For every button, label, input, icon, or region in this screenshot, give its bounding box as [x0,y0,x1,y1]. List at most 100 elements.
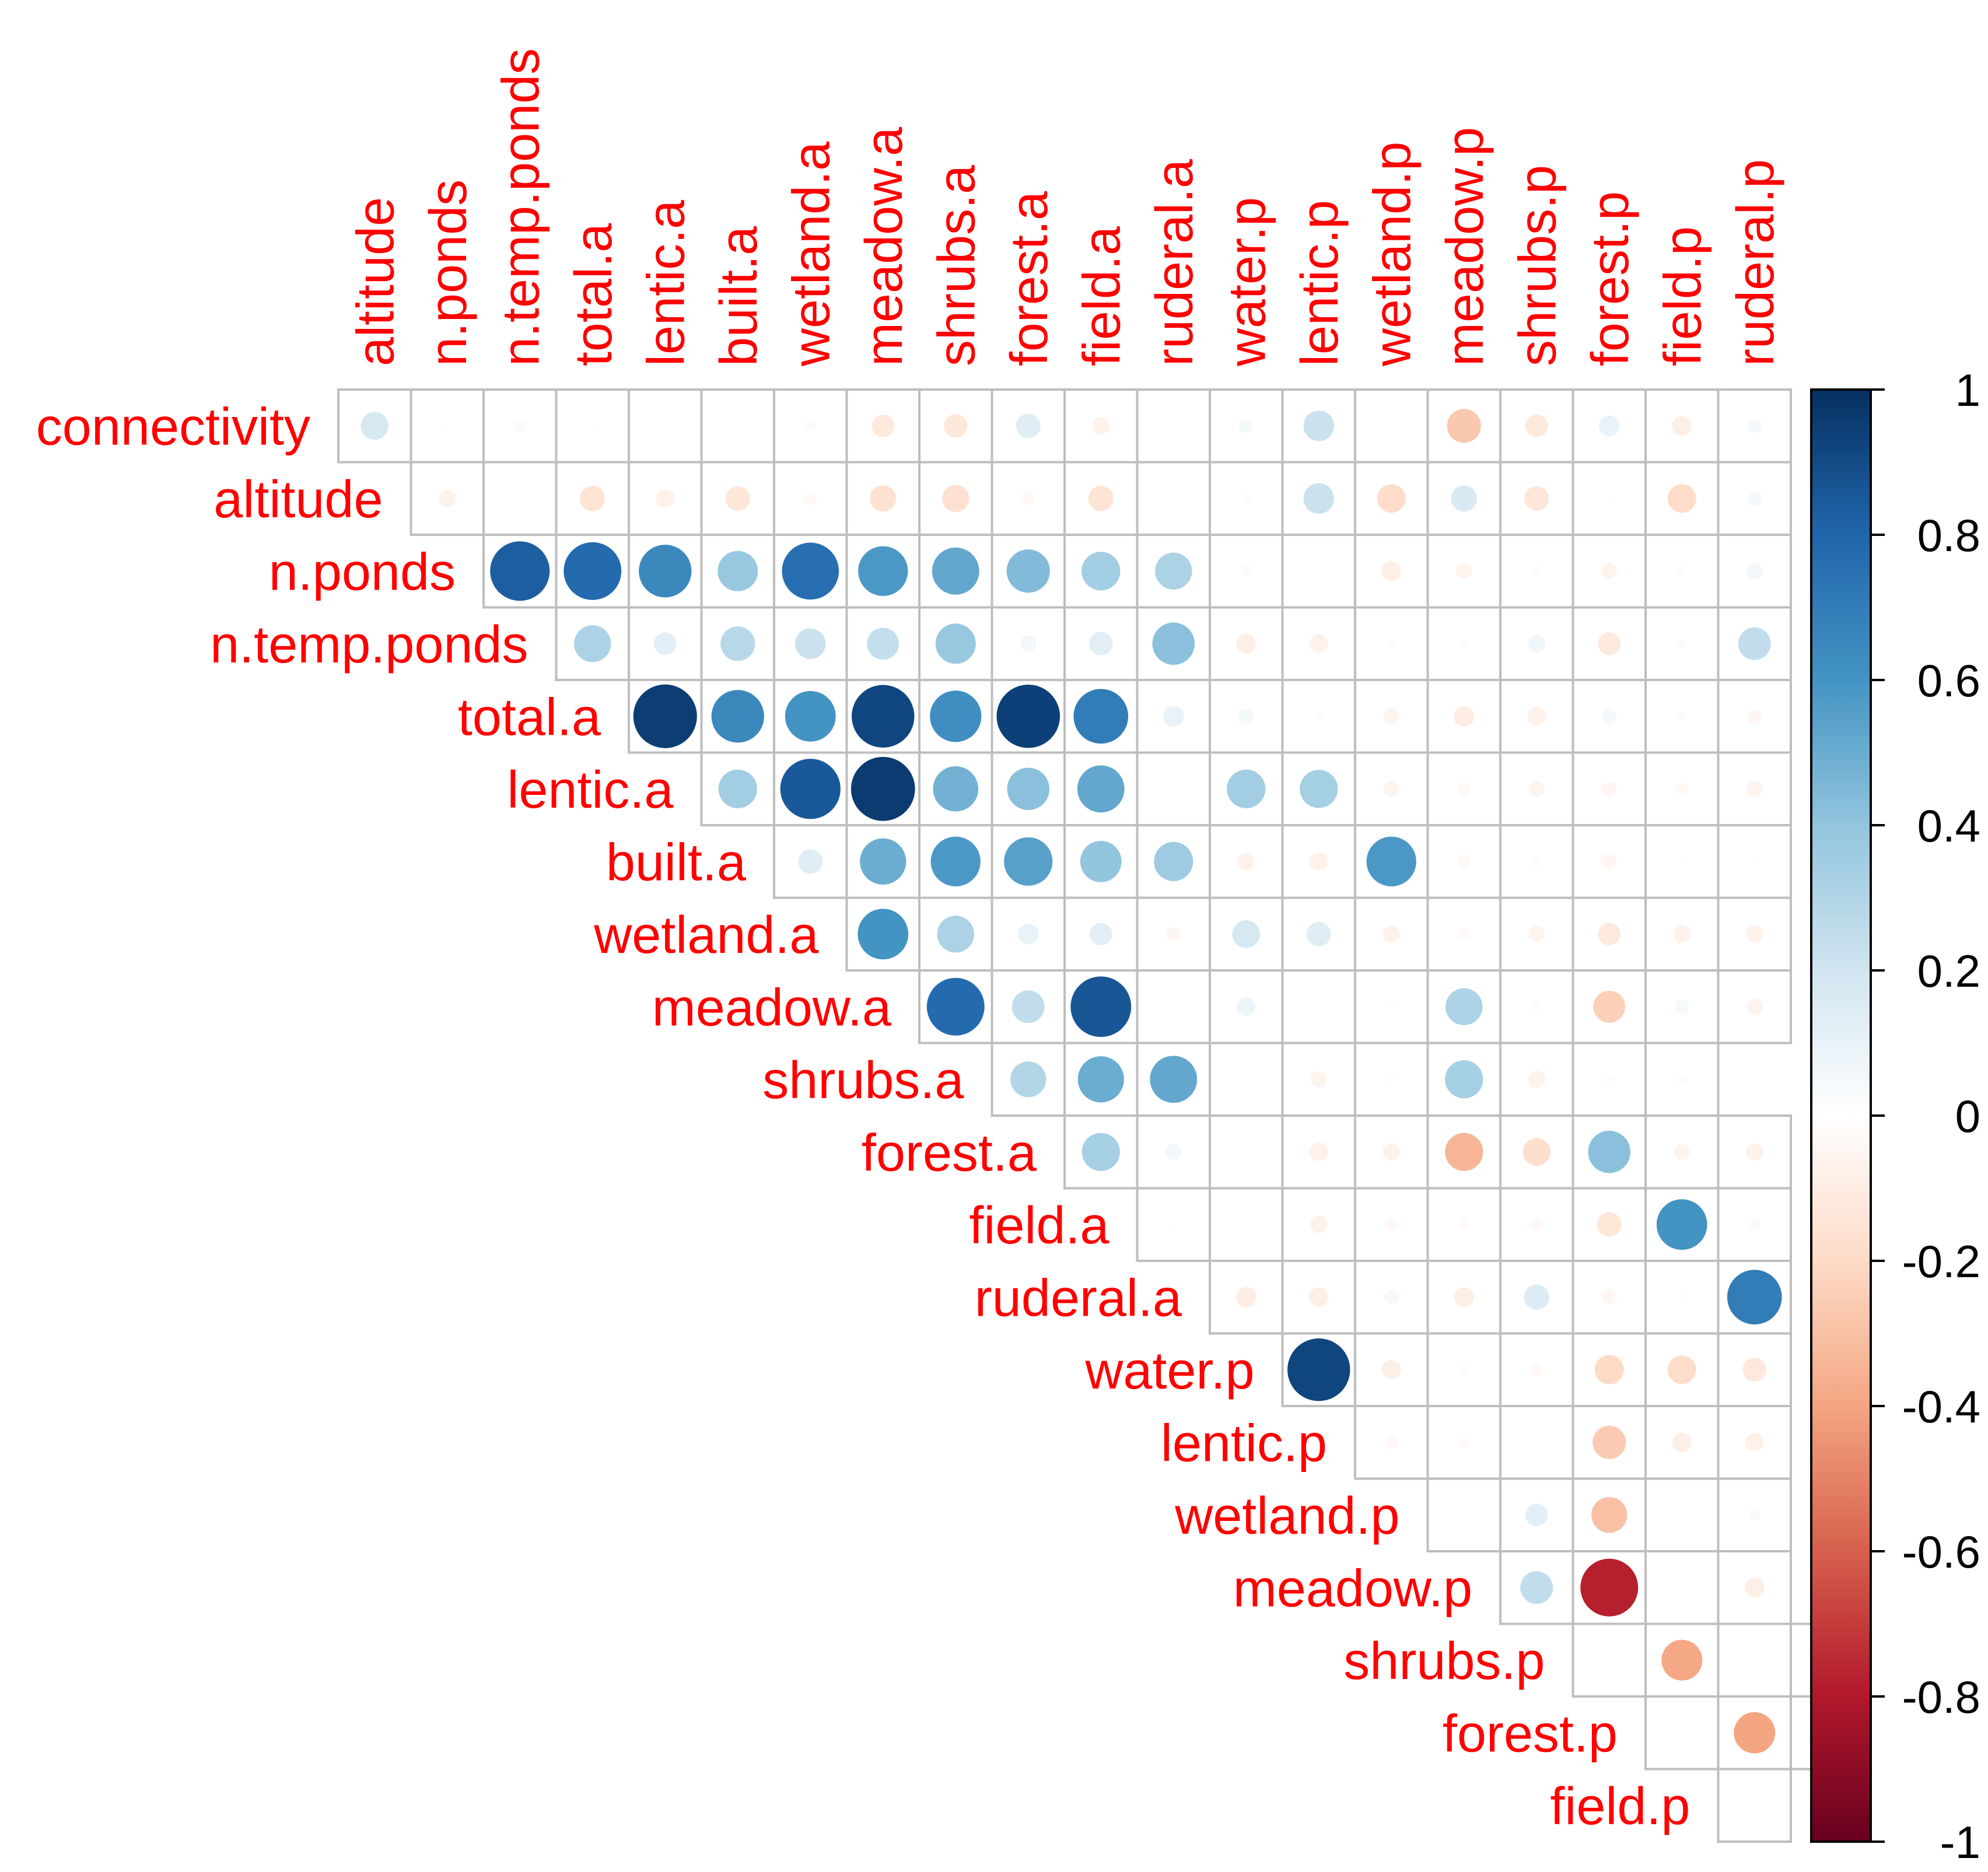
corr-circle-wetland.a-wetland.p [1382,925,1401,943]
row-label: wetland.p [1174,1487,1399,1545]
corr-circle-n.temp.ponds-lentic.a [653,632,677,655]
corr-circle-connectivity-water.p [1238,418,1254,433]
corr-circle-wetland.p-forest.p [1591,1497,1628,1533]
corr-circle-total.a-field.a [1073,689,1129,744]
corr-circle-wetland.a-shrubs.p [1528,926,1545,942]
corr-circle-built.a-shrubs.a [930,836,981,886]
corr-circle-n.ponds-meadow.p [1456,563,1472,579]
column-label: meadow.a [855,127,914,366]
corr-circle-lentic.a-wetland.p [1383,781,1399,797]
corr-circle-connectivity-field.a [1092,417,1110,435]
corr-circle-total.a-forest.a [996,684,1060,748]
corr-circle-n.ponds-shrubs.a [932,547,979,595]
corr-circle-ruderal.a-water.p [1236,1286,1256,1307]
corr-circle-lentic.p-meadow.p [1458,1436,1470,1448]
corr-circle-field.a-field.p [1656,1199,1707,1250]
cell-forest.p-field.p [1644,1695,1720,1771]
corr-circle-water.p-ruderal.p [1742,1358,1766,1382]
corr-circle-n.temp.ponds-ruderal.p [1738,627,1771,660]
corr-circle-n.ponds-water.p [1240,565,1252,577]
corr-circle-forest.a-ruderal.p [1745,1143,1763,1161]
corr-circle-shrubs.a-field.p [1677,1074,1687,1084]
corr-circle-n.temp.ponds-field.a [1089,632,1113,655]
corr-circle-lentic.p-wetland.p [1385,1436,1398,1449]
column-label: total.a [565,223,623,366]
corr-circle-altitude-forest.p [1606,495,1613,502]
corr-circle-total.a-lentic.a [633,684,697,748]
corr-circle-shrubs.a-forest.a [1010,1061,1046,1098]
corr-circle-meadow.p-shrubs.p [1520,1571,1553,1604]
corr-circle-connectivity-forest.a [1016,413,1041,439]
corr-circle-connectivity-shrubs.a [944,414,968,438]
row-label: total.a [458,688,601,746]
corr-circle-lentic.p-field.p [1672,1432,1692,1453]
corr-circle-field.a-forest.p [1597,1212,1622,1237]
corr-circle-built.a-field.p [1678,858,1685,865]
colorbar-tick-label: -0.2 [1902,1236,1980,1287]
corr-circle-shrubs.a-wetland.p [1388,1076,1395,1083]
corr-circle-shrubs.a-ruderal.a [1150,1056,1198,1103]
corr-circle-shrubs.a-lentic.p [1311,1071,1327,1088]
grid [337,388,1865,1843]
cell-lentic.p-shrubs.p [1499,1405,1574,1480]
column-labels: altitude n.ponds n.temp.ponds total.a lentic… [346,48,1785,367]
corr-circle-n.ponds-ruderal.p [1746,563,1763,579]
corr-circle-connectivity-shrubs.p [1525,414,1548,437]
column-label: altitude [346,197,405,366]
corr-circle-n.temp.ponds-shrubs.p [1528,634,1546,653]
cell-field.p-ruderal.p [1717,1768,1792,1843]
cell-connectivity-forest.p [1572,388,1647,464]
corr-circle-wetland.a-lentic.p [1306,921,1331,946]
cell-meadow.a-lentic.p [1281,969,1356,1044]
row-label: field.a [969,1197,1110,1255]
corr-circle-shrubs.a-meadow.p [1445,1060,1483,1099]
corr-circle-built.a-wetland.a [798,849,823,874]
corr-circle-meadow.a-shrubs.a [926,977,985,1036]
correlation-circles [360,409,1840,1754]
corr-circle-meadow.a-shrubs.p [1532,1002,1542,1012]
colorbar-tick-label: -0.6 [1902,1526,1980,1577]
corr-circle-field.a-wetland.p [1385,1218,1398,1231]
column-label: wetland.p [1363,142,1422,367]
corr-circle-wetland.p-shrubs.p [1525,1503,1548,1527]
corr-circle-lentic.a-wetland.a [780,759,841,819]
corr-circle-built.a-field.a [1080,840,1122,882]
corr-circle-meadow.a-forest.a [1012,990,1045,1023]
corr-circle-built.a-meadow.a [860,838,907,885]
corr-circle-wetland.a-shrubs.a [937,916,974,953]
corr-circle-n.temp.ponds-shrubs.a [935,623,976,664]
corr-circle-total.a-water.p [1238,709,1254,724]
corr-circle-altitude-field.a [1088,486,1114,511]
corr-circle-n.ponds-forest.a [1006,549,1050,593]
row-label: n.temp.ponds [210,616,528,674]
corr-circle-ruderal.a-field.p [1678,1293,1685,1300]
corr-circle-built.a-forest.p [1602,854,1617,869]
column-label: lentic.p [1291,200,1349,366]
corr-circle-total.a-shrubs.p [1527,707,1546,726]
corr-circle-lentic.p-forest.p [1592,1425,1626,1459]
corr-circle-n.temp.ponds-forest.a [1020,636,1037,652]
cell-shrubs.p-ruderal.p [1717,1622,1792,1698]
corr-circle-altitude-lentic.p [1303,483,1335,514]
cell-wetland.p-meadow.p [1426,1477,1502,1552]
corr-circle-wetland.a-field.a [1089,923,1112,946]
corr-circle-forest.a-meadow.p [1445,1133,1483,1171]
corr-circle-n.ponds-shrubs.p [1532,566,1542,576]
colorbar-tick-label: -1 [1940,1817,1980,1868]
corr-circle-meadow.a-field.a [1070,976,1132,1037]
corr-circle-lentic.a-forest.p [1602,781,1617,797]
column-label: wetland.a [782,141,841,367]
corr-circle-altitude-wetland.p [1377,484,1406,513]
corr-circle-water.p-meadow.p [1459,1365,1469,1375]
corr-circle-lentic.a-shrubs.a [933,766,979,812]
corr-circle-meadow.a-field.p [1674,999,1689,1014]
cell-n.ponds-lentic.p [1281,534,1356,609]
corr-circle-n.temp.ponds-ruderal.a [1152,622,1195,665]
corr-circle-water.p-field.p [1667,1355,1696,1384]
column-label: shrubs.p [1508,165,1567,366]
colorbar-tick-label: 0.6 [1917,655,1980,706]
column-label: ruderal.a [1146,159,1204,366]
corr-circle-field.a-shrubs.p [1530,1218,1544,1231]
row-label: water.p [1084,1342,1254,1400]
